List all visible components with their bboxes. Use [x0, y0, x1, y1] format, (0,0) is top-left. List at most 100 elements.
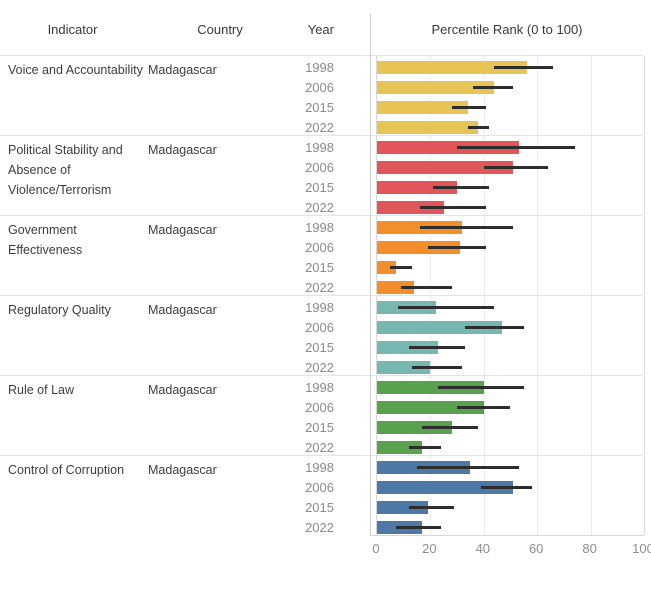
- percentile-bar[interactable]: [377, 321, 503, 334]
- gridline: [430, 216, 432, 295]
- header-country: Country: [197, 22, 243, 37]
- gridline: [590, 56, 592, 135]
- country-name: Madagascar: [148, 63, 217, 77]
- percentile-bar[interactable]: [377, 281, 415, 294]
- gridline: [483, 56, 485, 135]
- gridline: [590, 456, 592, 535]
- confidence-interval-whisker: [395, 526, 442, 529]
- country-name: Madagascar: [148, 383, 217, 397]
- plot-area: [376, 296, 645, 375]
- percentile-bar[interactable]: [377, 121, 479, 134]
- plot-area: [376, 216, 645, 295]
- confidence-interval-whisker: [433, 186, 490, 189]
- gridline: [483, 136, 485, 215]
- confidence-interval-whisker: [473, 86, 514, 89]
- gridline: [483, 456, 485, 535]
- percentile-bar[interactable]: [377, 61, 527, 74]
- year-label: 2006: [305, 320, 334, 335]
- indicator-block: Government Effectiveness Madagascar 1998 20…: [0, 215, 645, 295]
- percentile-bar[interactable]: [377, 181, 458, 194]
- year-label: 2015: [305, 420, 334, 435]
- confidence-interval-whisker: [457, 146, 575, 149]
- percentile-bar[interactable]: [377, 241, 460, 254]
- year-label: 2022: [305, 360, 334, 375]
- percentile-bar[interactable]: [377, 201, 444, 214]
- year-label: 2022: [305, 520, 334, 535]
- confidence-interval-whisker: [494, 66, 554, 69]
- country-name: Madagascar: [148, 463, 217, 477]
- gridline: [483, 216, 485, 295]
- year-label: 2022: [305, 120, 334, 135]
- percentile-bar[interactable]: [377, 481, 514, 494]
- header-indicator: Indicator: [47, 22, 98, 37]
- percentile-bar[interactable]: [377, 101, 468, 114]
- country-name: Madagascar: [148, 223, 217, 237]
- year-label: 2006: [305, 160, 334, 175]
- confidence-interval-whisker: [419, 226, 514, 229]
- column-divider: [370, 14, 371, 535]
- percentile-bar[interactable]: [377, 141, 519, 154]
- header-percentile-rank: Percentile Rank (0 to 100): [431, 22, 583, 37]
- gridline: [430, 136, 432, 215]
- year-label: 2015: [305, 260, 334, 275]
- gridline: [537, 216, 539, 295]
- percentile-bar[interactable]: [377, 421, 452, 434]
- confidence-interval-whisker: [467, 126, 490, 129]
- confidence-interval-whisker: [411, 366, 463, 369]
- percentile-bar[interactable]: [377, 341, 439, 354]
- year-label: 1998: [305, 140, 334, 155]
- axis-tick-label: 20: [422, 541, 437, 556]
- confidence-interval-whisker: [427, 246, 487, 249]
- percentile-bar[interactable]: [377, 501, 428, 514]
- plot-area: [376, 456, 645, 535]
- year-label: 2022: [305, 280, 334, 295]
- percentile-bar[interactable]: [377, 361, 431, 374]
- percentile-bar[interactable]: [377, 381, 484, 394]
- year-label: 2006: [305, 400, 334, 415]
- header-year: Year: [307, 22, 334, 37]
- percentile-bar[interactable]: [377, 401, 484, 414]
- confidence-interval-whisker: [457, 406, 511, 409]
- year-label: 2015: [305, 500, 334, 515]
- year-label: 2006: [305, 480, 334, 495]
- confidence-interval-whisker: [419, 206, 487, 209]
- gridline: [483, 296, 485, 375]
- percentile-bar[interactable]: [377, 81, 495, 94]
- gridline: [430, 456, 432, 535]
- indicator-name: Control of Corruption: [8, 463, 125, 477]
- gridline: [590, 136, 592, 215]
- x-axis-tick-labels: 0 20 40 60 80 100: [372, 541, 651, 559]
- confidence-interval-whisker: [409, 506, 455, 509]
- indicator-block: Regulatory Quality Madagascar 1998 2006 2015…: [0, 295, 645, 375]
- percentile-bar[interactable]: [377, 161, 514, 174]
- gridline: [590, 216, 592, 295]
- year-label: 2015: [305, 180, 334, 195]
- gridline: [590, 296, 592, 375]
- gridline: [430, 376, 432, 455]
- gridline: [537, 296, 539, 375]
- plot-area: [376, 136, 645, 215]
- confidence-interval-whisker: [465, 326, 524, 329]
- confidence-interval-whisker: [390, 266, 412, 269]
- confidence-interval-whisker: [409, 346, 466, 349]
- indicator-block: Control of Corruption Madagascar 1998 2006 2…: [0, 455, 645, 535]
- percentile-bar[interactable]: [377, 441, 423, 454]
- year-label: 1998: [305, 60, 334, 75]
- year-label: 2015: [305, 340, 334, 355]
- gridline: [537, 376, 539, 455]
- year-label: 2006: [305, 80, 334, 95]
- axis-tick-label: 0: [372, 541, 380, 556]
- gridline: [430, 56, 432, 135]
- year-label: 2006: [305, 240, 334, 255]
- gridline: [537, 456, 539, 535]
- axis-tick-label: 60: [528, 541, 544, 556]
- indicator-name: Voice and Accountability: [8, 63, 143, 77]
- indicator-block: Political Stability and Absence of Viole…: [0, 135, 645, 215]
- confidence-interval-whisker: [398, 306, 495, 309]
- percentile-bar[interactable]: [377, 261, 396, 274]
- axis-tick-label: 40: [475, 541, 491, 556]
- indicator-block: Rule of Law Madagascar 1998 2006 2015 2022: [0, 375, 645, 455]
- gridline: [483, 376, 485, 455]
- confidence-interval-whisker: [451, 106, 487, 109]
